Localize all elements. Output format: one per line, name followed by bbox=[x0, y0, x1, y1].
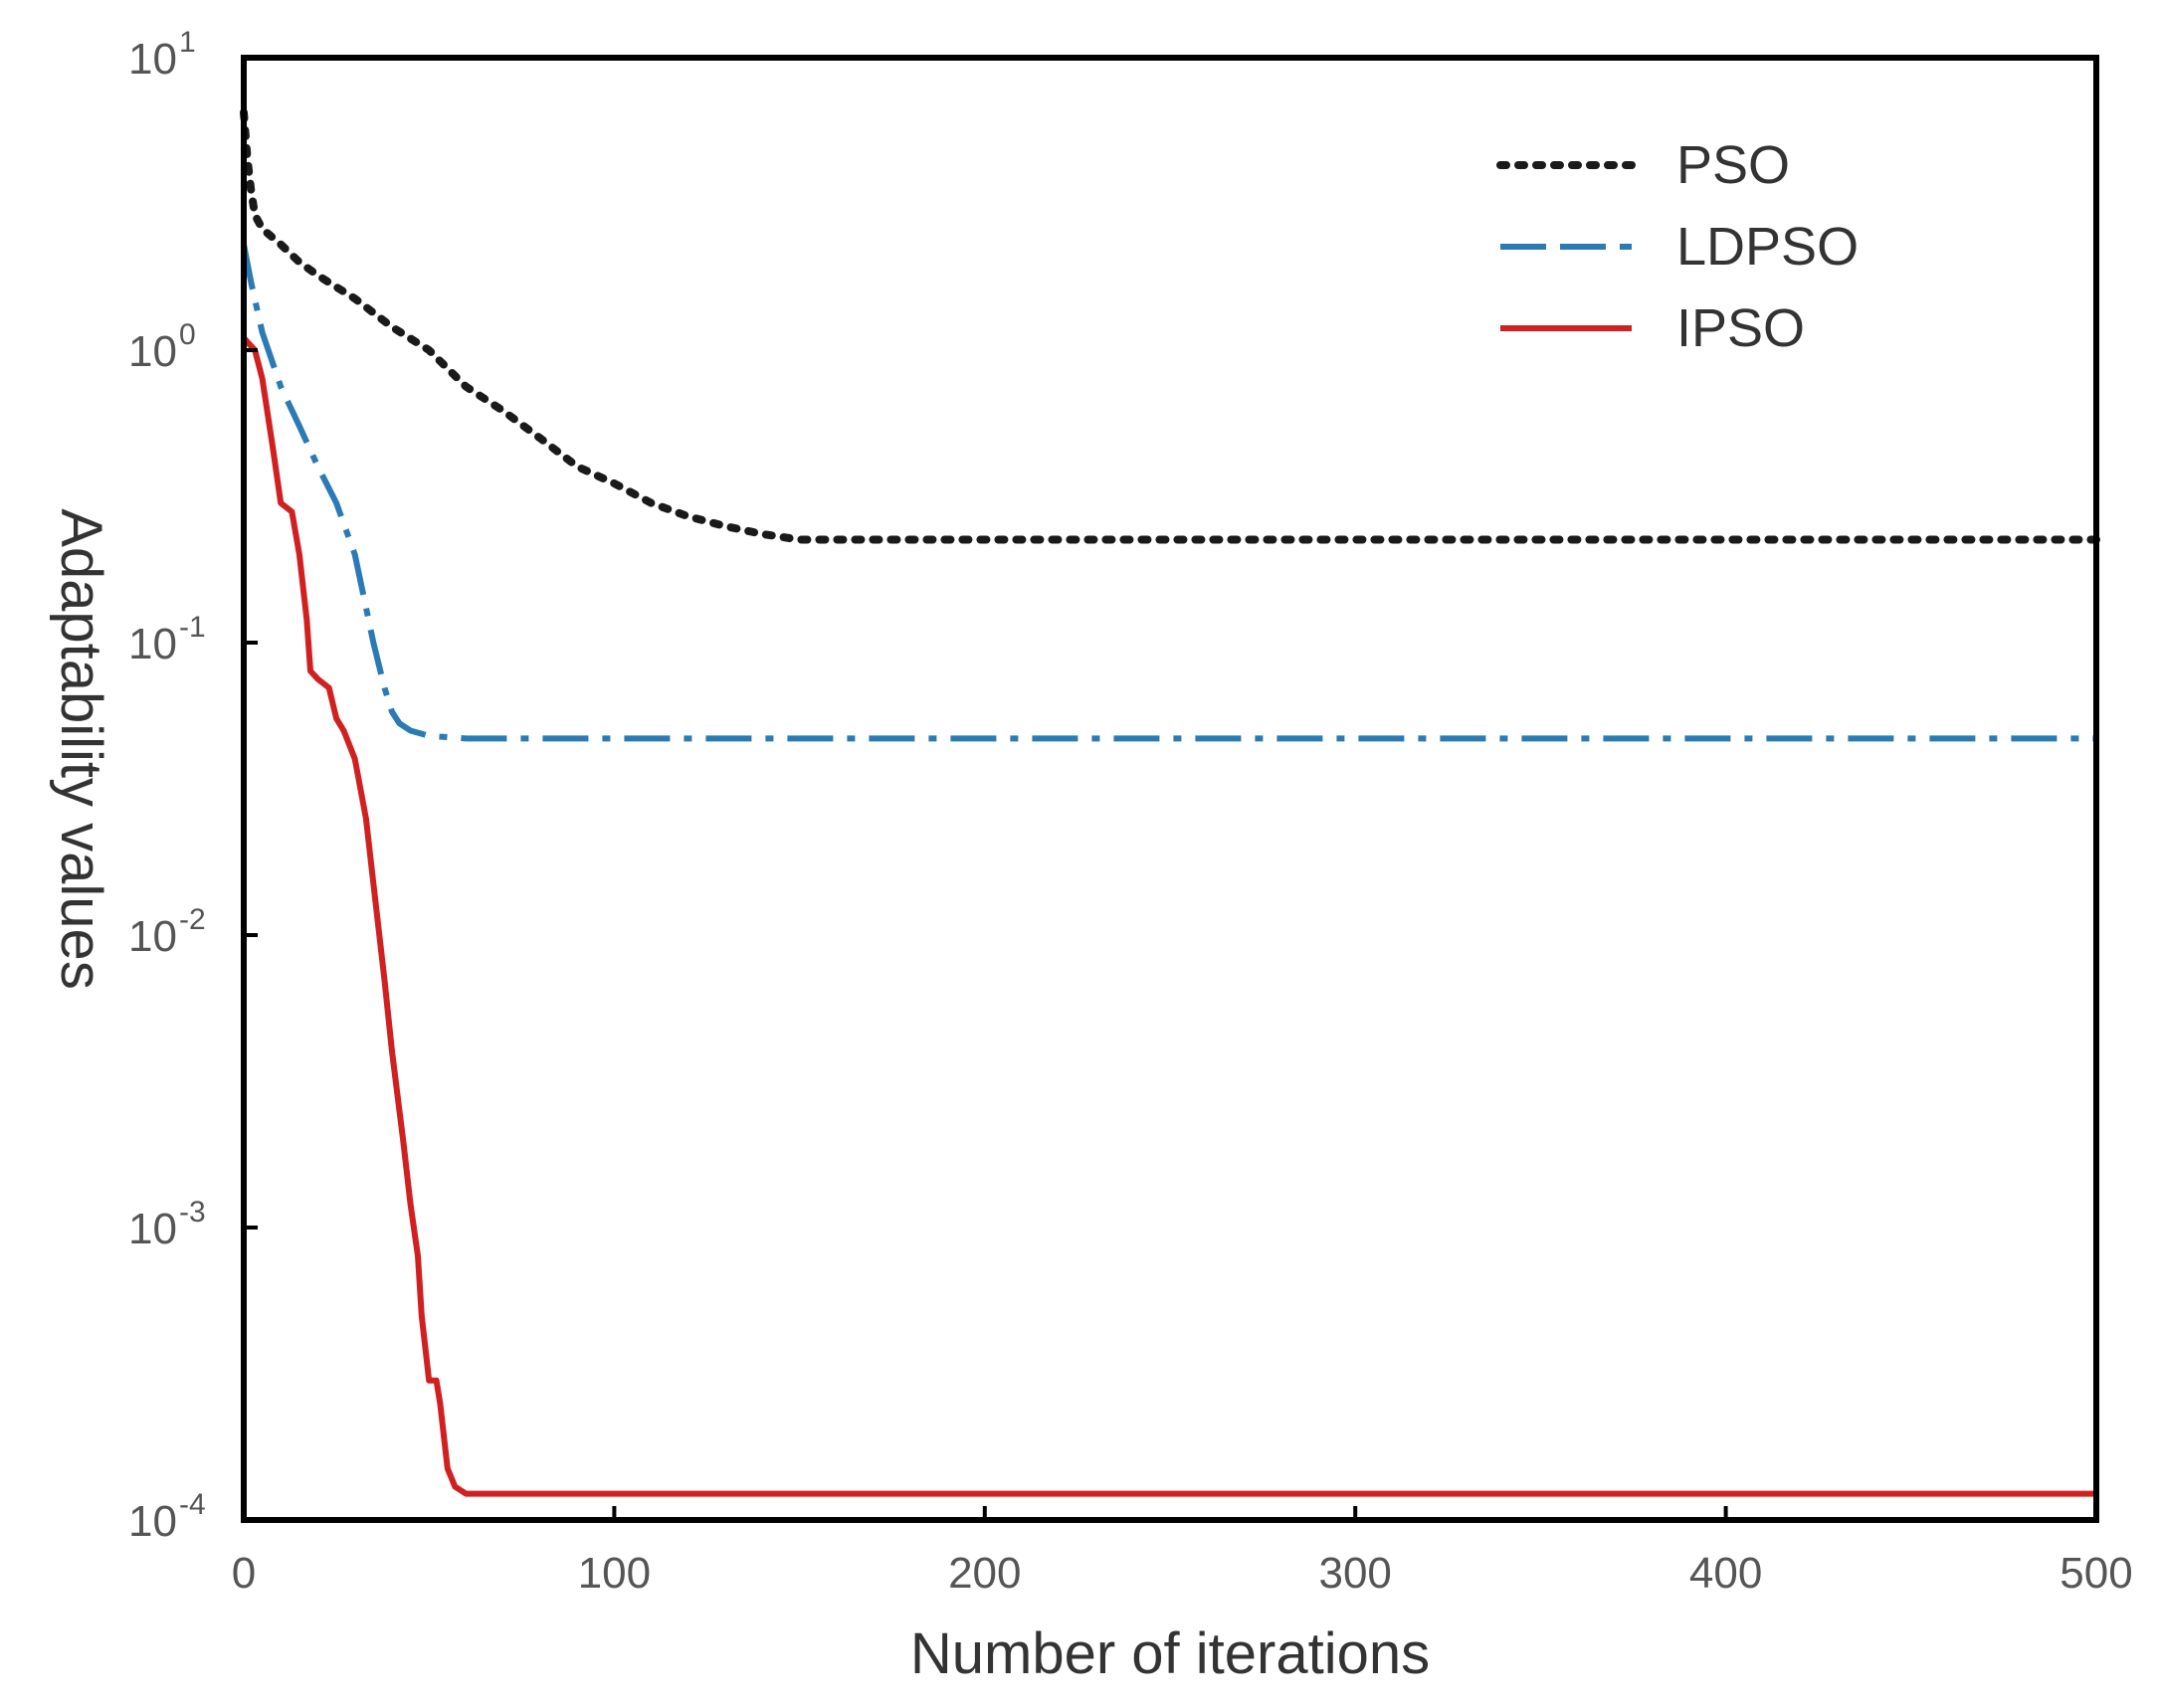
y-tick-label: 10 1 bbox=[128, 26, 196, 84]
y-tick-label-base: 10 bbox=[128, 620, 177, 668]
y-tick-label: 10 -3 bbox=[128, 1196, 206, 1253]
x-tick-label: 500 bbox=[2059, 1549, 2132, 1598]
y-tick-label-exponent: -2 bbox=[179, 903, 206, 936]
y-tick-label-base: 10 bbox=[128, 327, 177, 376]
y-tick-label-base: 10 bbox=[128, 1205, 177, 1253]
y-tick-label-base: 10 bbox=[128, 35, 177, 84]
x-axis-title: Number of iterations bbox=[910, 1621, 1430, 1686]
x-tick-label: 100 bbox=[578, 1549, 651, 1598]
x-tick-label: 300 bbox=[1318, 1549, 1391, 1598]
y-tick-label-exponent: 0 bbox=[179, 318, 196, 351]
y-tick-label: 10 -2 bbox=[128, 903, 206, 961]
y-tick-label-base: 10 bbox=[128, 912, 177, 961]
plot-area bbox=[240, 108, 2100, 1497]
y-tick-label: 10 -4 bbox=[128, 1488, 206, 1546]
series-line-pso bbox=[240, 108, 2100, 544]
legend-label-ldpso: LDPSO bbox=[1676, 217, 1859, 277]
x-tick-label: 200 bbox=[948, 1549, 1021, 1598]
x-tick-label: 0 bbox=[232, 1549, 256, 1598]
y-tick-label: 10 0 bbox=[128, 318, 196, 376]
legend: PSO LDPSO IPSO bbox=[1496, 135, 1859, 358]
legend-label-pso: PSO bbox=[1676, 135, 1790, 195]
y-tick-label-exponent: -1 bbox=[179, 611, 206, 644]
y-axis-title: Adaptability values bbox=[49, 508, 113, 990]
series-line-ipso bbox=[241, 335, 2096, 1497]
y-tick-label-exponent: -4 bbox=[179, 1488, 206, 1521]
y-tick-label: 10 -1 bbox=[128, 611, 206, 668]
plot-frame bbox=[241, 55, 2099, 1523]
y-tick-label-exponent: -3 bbox=[179, 1196, 206, 1229]
y-tick-label-exponent: 1 bbox=[179, 26, 196, 59]
x-tick-label: 400 bbox=[1689, 1549, 1762, 1598]
legend-label-ipso: IPSO bbox=[1676, 298, 1805, 358]
y-tick-label-base: 10 bbox=[128, 1497, 177, 1546]
